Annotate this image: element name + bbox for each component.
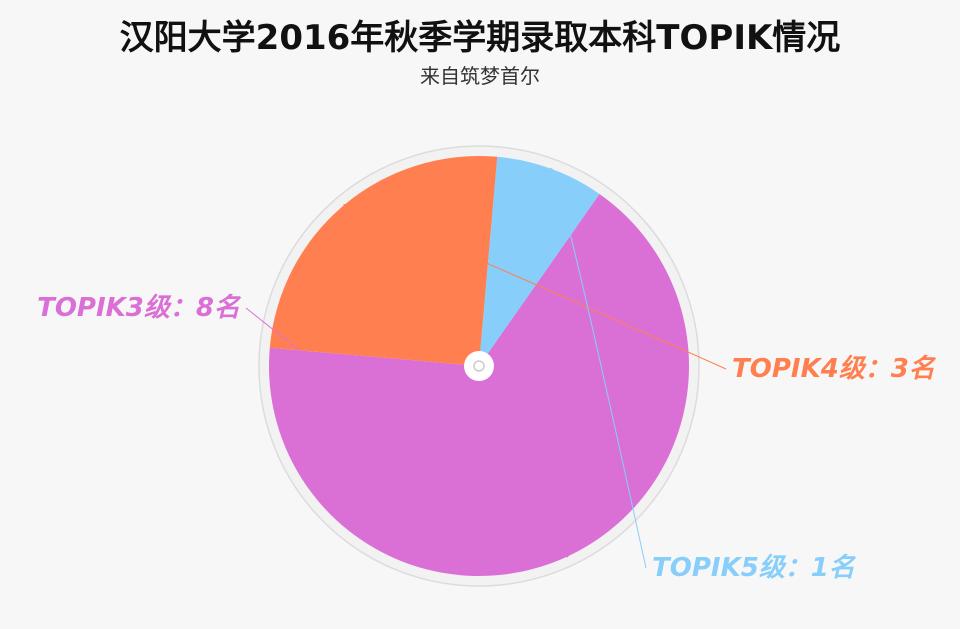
chart-title: 汉阳大学2016年秋季学期录取本科TOPIK情况: [119, 18, 841, 58]
slice-label: TOPIK4级：3名: [732, 354, 937, 384]
slice-label: TOPIK3级：8名: [37, 293, 242, 323]
label-connector: [550, 167, 647, 569]
pie-center-hub: [464, 351, 494, 381]
label-connector: [245, 307, 569, 558]
pie-slice-topik5: [479, 156, 600, 366]
pie-slice-topik4: [269, 155, 498, 366]
slice-label: TOPIK5级：1名: [652, 553, 857, 583]
label-connector: [343, 204, 727, 370]
chart-subtitle: 来自筑梦首尔: [420, 64, 540, 88]
pie-center-dot: [473, 360, 485, 372]
